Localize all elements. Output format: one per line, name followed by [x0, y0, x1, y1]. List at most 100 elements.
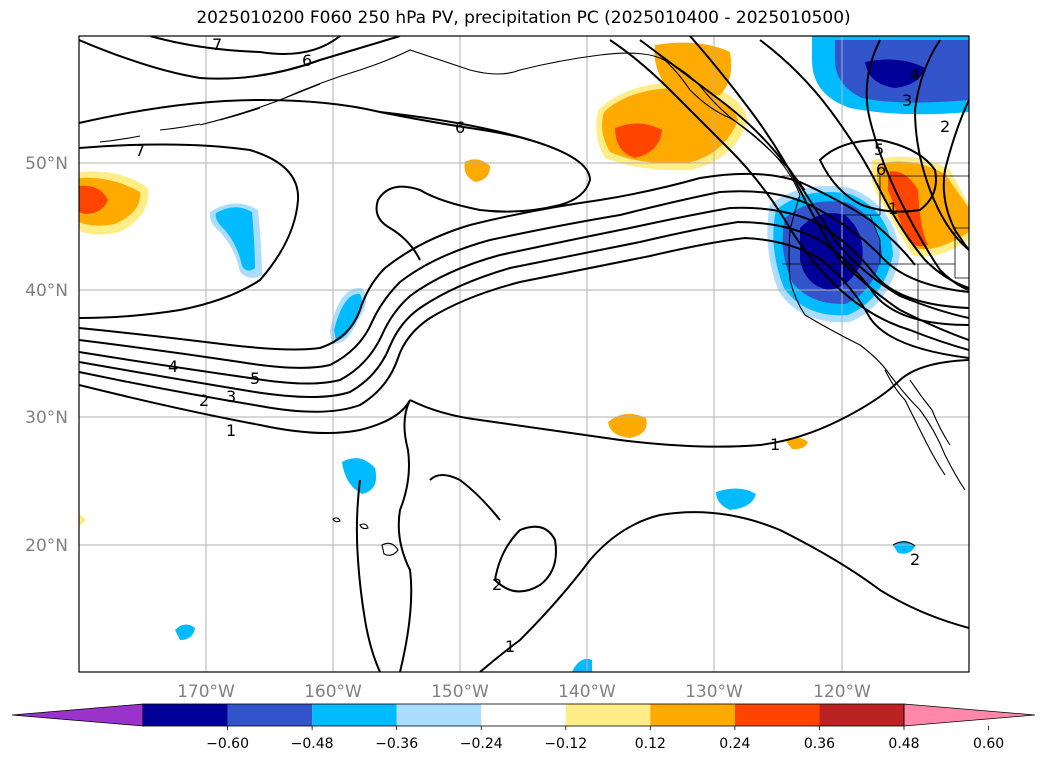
contour-1-long: [79, 384, 413, 672]
map-background: [79, 36, 969, 672]
negative-patch-1-core: [215, 207, 255, 271]
contour-jet-1: [79, 172, 916, 351]
colorbar-tick-label: 0.12: [635, 736, 666, 752]
contour-1-bottom: [479, 511, 969, 672]
negative-patch-4: [716, 488, 756, 510]
colorbar-extend-low: [11, 703, 144, 727]
precip-shading: [79, 36, 969, 672]
contour-jet-4: [79, 220, 969, 398]
contour-7-top: [79, 36, 401, 80]
contour-1-right: [409, 359, 969, 448]
contour-label: 6: [302, 51, 312, 70]
island-right: [892, 541, 916, 547]
contour-2-loop: [493, 525, 557, 593]
contour-label: 7: [135, 141, 145, 160]
colorbar-segment: [481, 704, 566, 726]
colorbar-tick-label: 0.24: [719, 736, 750, 752]
map-panel: 7 6 6 7 4 5 3 2 1 1 2 1 5 6 4 3 2 2 1: [79, 35, 969, 672]
contour-label: 3: [902, 91, 912, 110]
contour-6-top: [149, 36, 341, 55]
colorbar-tick-label: −0.60: [206, 736, 249, 752]
contour-label: 6: [876, 160, 886, 179]
positive-patch-4: [79, 513, 86, 527]
colorbar-tick-label: 0.60: [973, 736, 1004, 752]
colorbar-tick-label: 0.36: [804, 736, 835, 752]
contour-label: 2: [940, 117, 950, 136]
aleutians: [99, 83, 321, 143]
contour-closed: [79, 143, 300, 319]
negative-patch-2-core: [334, 293, 362, 340]
contour-label: 2: [492, 575, 502, 594]
contour-jet-3: [79, 206, 969, 385]
contour-ridge-2: [639, 39, 969, 319]
lat-tick-labels: 50°N 40°N 30°N 20°N: [25, 154, 68, 556]
colorbar-frame: [142, 703, 905, 727]
map-frame: [78, 35, 970, 673]
colorbar-segment: [819, 704, 904, 726]
contour-label: 5: [874, 140, 884, 159]
positive-patch-2: [608, 413, 647, 438]
contour-ridge-1: [689, 36, 969, 341]
contour-label: 7: [212, 35, 222, 54]
hawaii-1: [381, 542, 399, 556]
lat-tick-label: 20°N: [25, 536, 68, 556]
contour-label: 4: [168, 357, 178, 376]
contour-ridge-6: [913, 39, 969, 251]
figure-title: 2025010200 F060 250 hPa PV, precipitatio…: [196, 8, 851, 28]
hawaii-2: [359, 523, 369, 530]
colorbar-tick-label: −0.36: [375, 736, 418, 752]
lon-tick-label: 130°W: [685, 682, 743, 702]
contour-6-mid: [375, 111, 592, 261]
contour-label: 3: [226, 387, 236, 406]
lon-tick-labels: 170°W 160°W 150°W 140°W 130°W 120°W: [177, 682, 871, 702]
contour-label: 5: [250, 369, 260, 388]
positive-anomaly-gulf-peak: [615, 123, 662, 158]
contour-label: 2: [910, 550, 920, 569]
colorbar-tick-label: −0.12: [544, 736, 587, 752]
colorbar-segment: [650, 704, 735, 726]
lon-tick-label: 160°W: [304, 682, 362, 702]
contour-labels: 7 6 6 7 4 5 3 2 1 1 2 1 5 6 4 3 2 2 1: [135, 35, 950, 656]
colorbar-segment: [396, 704, 482, 726]
colorbar-tick-label: 0.48: [888, 736, 919, 752]
colorbar: −0.60 −0.48 −0.36 −0.24 −0.12 0.12 0.24 0.36 0.4…: [11, 703, 1036, 752]
colorbar-segment: [143, 704, 228, 726]
lon-tick-label: 140°W: [558, 682, 616, 702]
negative-patch-5: [175, 624, 195, 640]
lon-tick-label: 150°W: [431, 682, 489, 702]
colorbar-segment: [312, 704, 397, 726]
colorbar-tick-label: −0.24: [460, 736, 503, 752]
contour-jet-2: [79, 190, 969, 369]
contour-label: 2: [199, 391, 209, 410]
colorbar-segment: [565, 704, 651, 726]
contour-label: 6: [455, 118, 465, 137]
negative-anomaly-california-core: [800, 213, 863, 290]
pv-contours: [79, 36, 969, 672]
colorbar-extend-high: [903, 703, 1036, 727]
positive-patch-1: [464, 159, 490, 182]
colorbar-tick-label: −0.48: [291, 736, 334, 752]
contour-ridge-5: [865, 39, 969, 291]
lon-tick-label: 120°W: [813, 682, 871, 702]
lat-tick-label: 50°N: [25, 154, 68, 174]
contour-label: 1: [226, 421, 236, 440]
lat-tick-label: 30°N: [25, 408, 68, 428]
positive-anomaly-inland-peak: [888, 171, 928, 247]
gridlines: [79, 36, 969, 672]
contour-rightmost: [942, 99, 969, 251]
lat-tick-label: 40°N: [25, 281, 68, 301]
colorbar-segment: [734, 704, 820, 726]
contour-7-left: [79, 98, 531, 141]
contour-label: 1: [888, 199, 898, 218]
contour-label: 1: [770, 435, 780, 454]
contour-ridge-4: [759, 39, 969, 289]
contour-loop-ne: [818, 138, 937, 213]
contour-ridge-3: [609, 39, 969, 351]
canada-coast: [639, 39, 966, 491]
negative-anomaly-north-core: [865, 59, 925, 88]
colorbar-segment: [227, 704, 313, 726]
contour-2-bottom-left: [355, 479, 381, 672]
coastlines: [99, 39, 969, 556]
positive-anomaly-alaska: [654, 42, 732, 97]
positive-patch-3: [785, 437, 808, 450]
